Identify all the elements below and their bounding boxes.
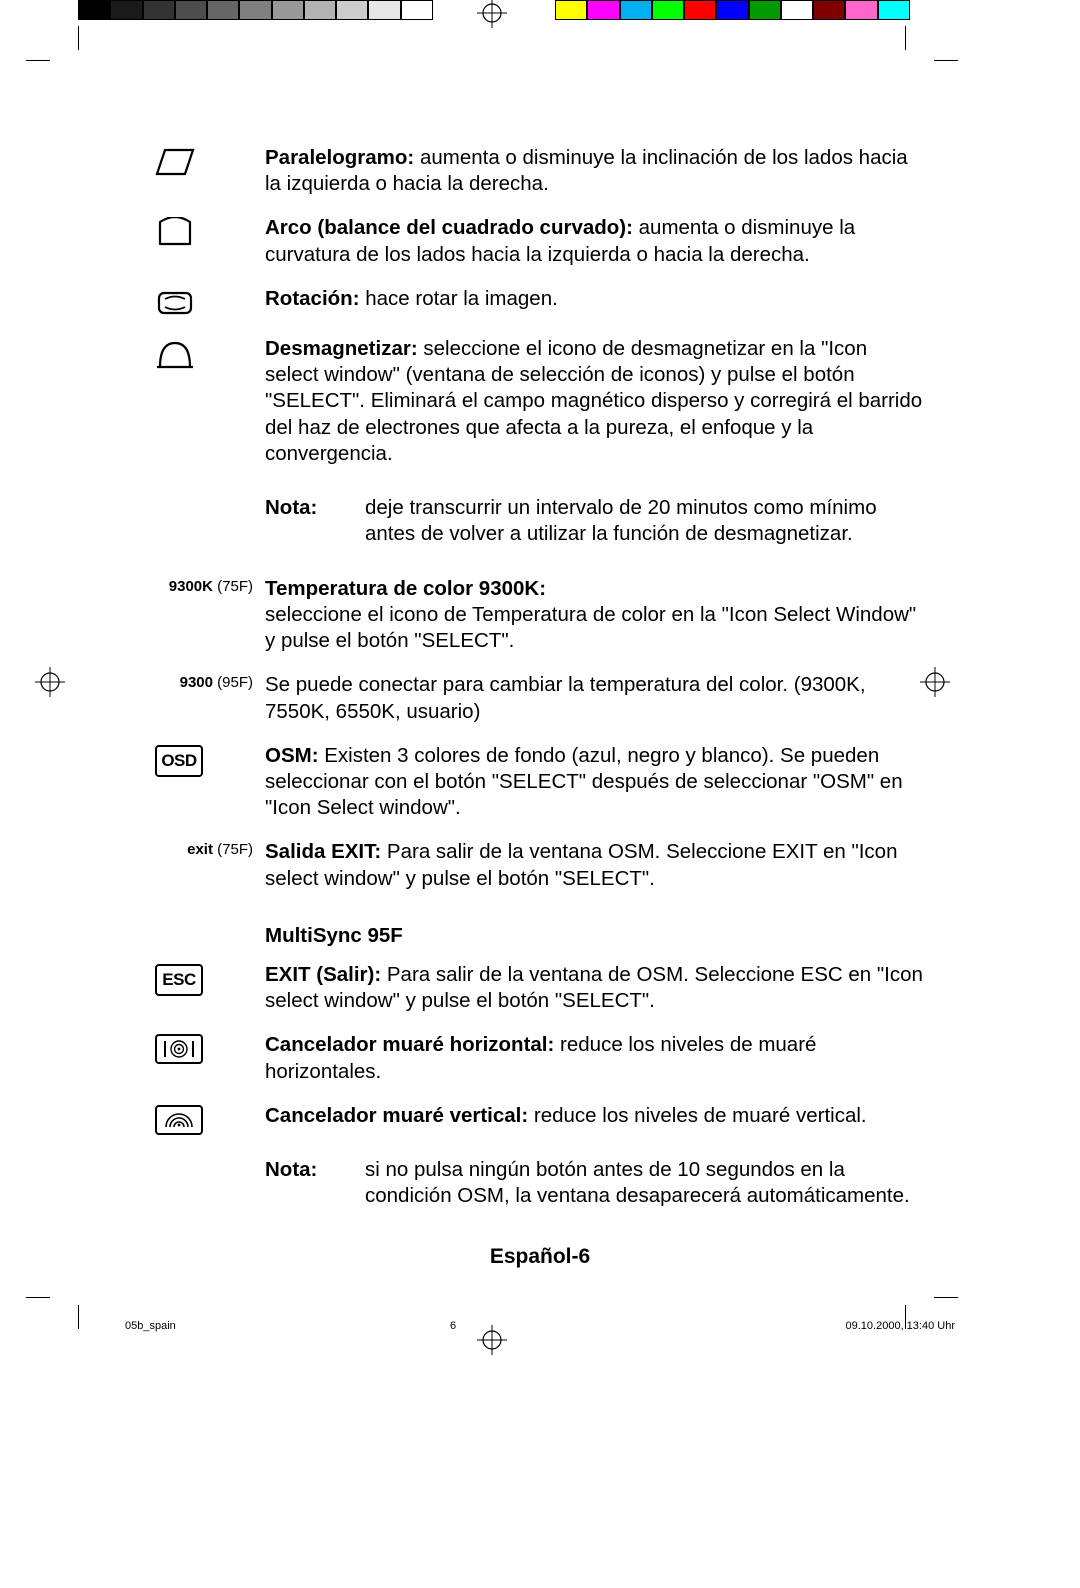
definition-text: Salida EXIT: Para salir de la ventana OS… xyxy=(265,839,925,891)
moire-vertical-icon xyxy=(155,1105,203,1135)
section-heading: MultiSync 95F xyxy=(265,924,925,948)
registration-left-icon xyxy=(35,667,65,697)
definition-text: Se puede conectar para cambiar la temper… xyxy=(265,672,925,724)
definition-row: 9300K (75F)Temperatura de color 9300K:se… xyxy=(155,576,925,655)
color-bar-left xyxy=(78,0,433,20)
definition-row: Desmagnetizar: seleccione el icono de de… xyxy=(155,336,925,548)
footer-page: 6 xyxy=(450,1320,456,1332)
moire-v-icon xyxy=(155,1103,265,1135)
osd-icon: OSD xyxy=(155,743,265,777)
definition-text: EXIT (Salir): Para salir de la ventana d… xyxy=(265,962,925,1014)
crop-mark xyxy=(26,60,50,61)
definition-row: Arco (balance del cuadrado curvado): aum… xyxy=(155,215,925,267)
definition-row: Cancelador muaré vertical: reduce los ni… xyxy=(155,1103,925,1210)
definition-text: Cancelador muaré vertical: reduce los ni… xyxy=(265,1103,925,1210)
definition-row: Rotación: hace rotar la imagen. xyxy=(155,286,925,318)
definition-text: Rotación: hace rotar la imagen. xyxy=(265,286,925,312)
definition-text: Paralelogramo: aumenta o disminuye la in… xyxy=(265,145,925,197)
footer-timestamp: 09.10.2000, 13:40 Uhr xyxy=(846,1320,955,1332)
moire-horizontal-icon xyxy=(155,1034,203,1064)
osd-icon: OSD xyxy=(155,745,203,777)
icon-label-text: 9300 (95F) xyxy=(155,672,265,691)
definition-row: Cancelador muaré horizontal: reduce los … xyxy=(155,1032,925,1084)
crop-mark xyxy=(934,1297,958,1298)
color-bar-right xyxy=(555,0,910,20)
icon-label-text: exit (75F) xyxy=(155,839,265,858)
definition-row: exit (75F)Salida EXIT: Para salir de la … xyxy=(155,839,925,891)
moire-h-icon xyxy=(155,1032,265,1064)
degauss-icon xyxy=(155,336,265,370)
page-number: Español-6 xyxy=(0,1245,1080,1269)
crop-mark xyxy=(26,1297,50,1298)
esc-icon: ESC xyxy=(155,964,203,996)
definition-row: 9300 (95F)Se puede conectar para cambiar… xyxy=(155,672,925,724)
icon-label-text: 9300K (75F) xyxy=(155,576,265,595)
crop-mark xyxy=(934,60,958,61)
definition-row: OSD OSM: Existen 3 colores de fondo (azul… xyxy=(155,743,925,822)
definition-text: Temperatura de color 9300K:seleccione el… xyxy=(265,576,925,655)
esc-icon: ESC xyxy=(155,962,265,996)
definition-text: Cancelador muaré horizontal: reduce los … xyxy=(265,1032,925,1084)
definition-row: ESC EXIT (Salir): Para salir de la ventan… xyxy=(155,962,925,1014)
registration-bottom-icon xyxy=(477,1325,507,1355)
crop-mark xyxy=(905,26,906,50)
rotation-icon xyxy=(155,286,265,318)
crop-mark xyxy=(78,1305,79,1329)
footer-filename: 05b_spain xyxy=(125,1320,176,1332)
definition-text: Desmagnetizar: seleccione el icono de de… xyxy=(265,336,925,548)
definition-text: Arco (balance del cuadrado curvado): aum… xyxy=(265,215,925,267)
registration-top-icon xyxy=(477,0,507,28)
parallelogram-icon xyxy=(155,145,265,177)
crop-mark xyxy=(78,26,79,50)
definition-text: OSM: Existen 3 colores de fondo (azul, n… xyxy=(265,743,925,822)
arc-icon xyxy=(155,215,265,247)
page-content: Paralelogramo: aumenta o disminuye la in… xyxy=(155,145,925,1228)
definition-row: Paralelogramo: aumenta o disminuye la in… xyxy=(155,145,925,197)
